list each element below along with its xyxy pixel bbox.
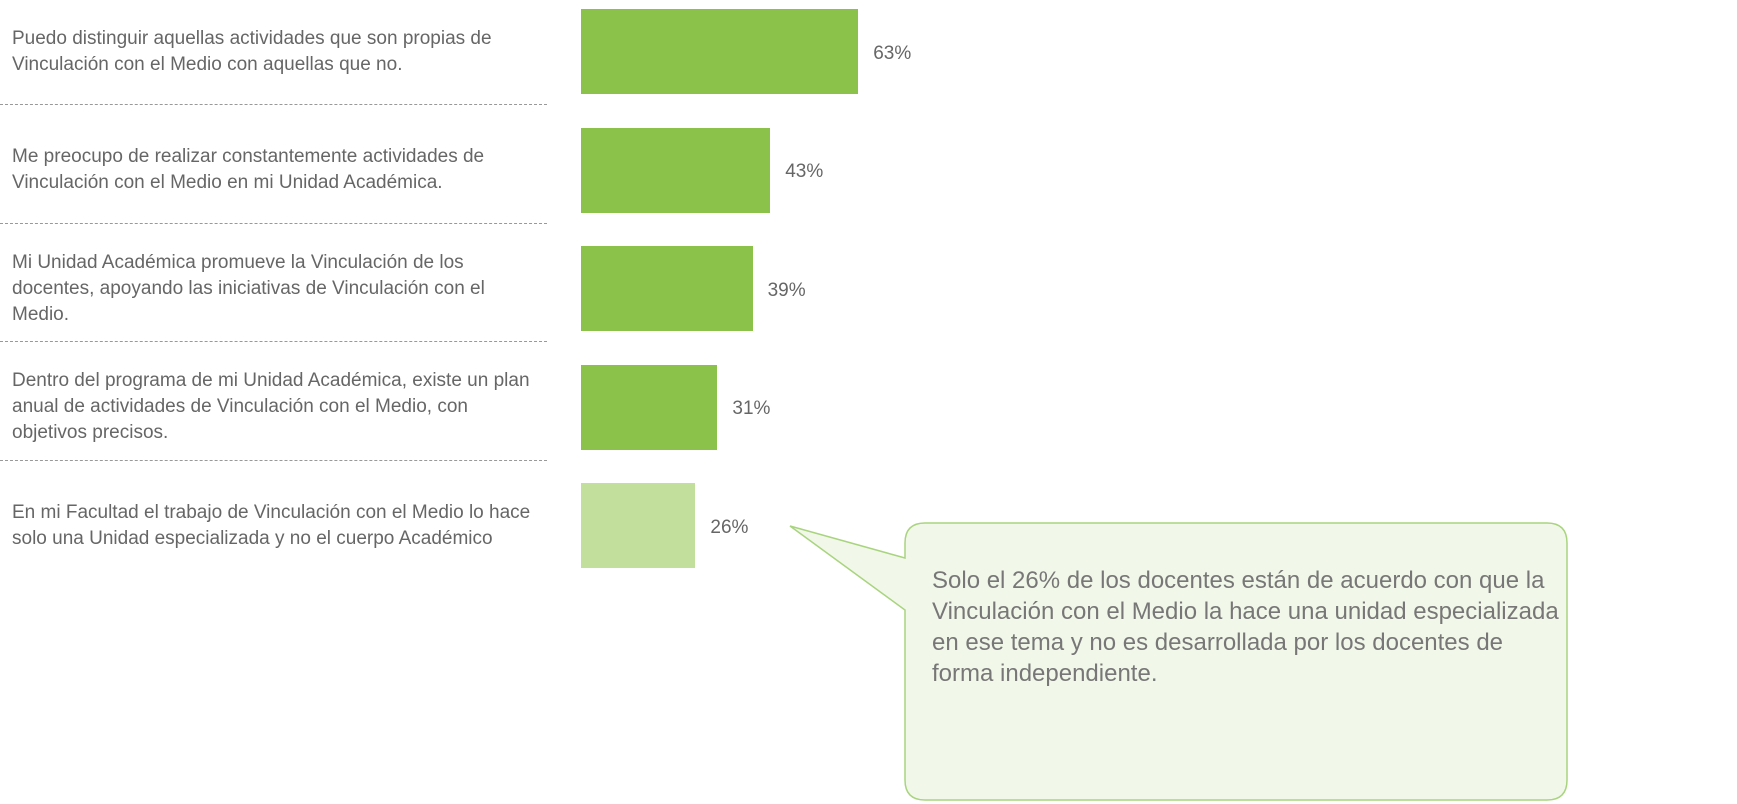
value-label: 31% <box>732 398 771 419</box>
annotation: Solo el 26% de los docentes están de acu… <box>932 567 1559 687</box>
separator <box>0 341 547 342</box>
category-label: Dentro del programa de mi Unidad Académi… <box>12 370 530 443</box>
category-label: En mi Facultad el trabajo de Vinculación… <box>12 501 531 549</box>
category-label: Me preocupo de realizar constantemente a… <box>12 146 485 193</box>
bar <box>581 127 771 213</box>
category-label: Puedo distinguir aquellas actividades qu… <box>12 27 492 75</box>
separator <box>0 104 547 105</box>
category-label: Mi Unidad Académica promueve la Vinculac… <box>12 251 485 325</box>
value-label: 39% <box>767 279 806 301</box>
value-label: 43% <box>785 161 824 182</box>
separator <box>0 459 547 461</box>
bar <box>581 483 696 568</box>
separator <box>0 222 547 224</box>
bar <box>581 9 859 94</box>
value-label: 26% <box>710 516 749 538</box>
bar <box>581 246 753 331</box>
bar <box>581 364 718 450</box>
value-label: 63% <box>873 42 912 64</box>
